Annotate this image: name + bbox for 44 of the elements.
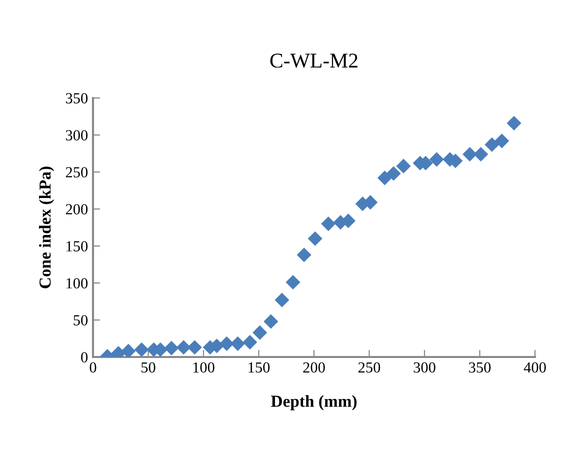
point [274, 292, 290, 308]
y-tick-label: 350 [66, 93, 88, 104]
point [121, 344, 136, 357]
x-axis-title: Depth (mm) [271, 395, 357, 410]
y-axis-title: Cone index (kPa) [38, 166, 54, 288]
y-tick-label: 150 [66, 241, 88, 252]
point [296, 248, 312, 262]
point [429, 152, 444, 167]
chart-title: C-WL-M2 [270, 54, 358, 68]
point [474, 146, 488, 162]
y-tick-label: 300 [66, 130, 88, 140]
point [396, 158, 411, 174]
x-tick-label: 0 [90, 362, 96, 373]
point [462, 146, 478, 162]
y-tick-label: 0 [81, 352, 88, 362]
point [134, 342, 149, 357]
point [176, 340, 191, 355]
x-tick-label: 400 [524, 362, 546, 373]
point [252, 325, 268, 340]
point [308, 231, 322, 246]
x-tick-label: 150 [248, 362, 270, 373]
y-tick-label: 100 [66, 278, 88, 288]
point [219, 336, 234, 351]
point [164, 340, 179, 356]
point [506, 116, 522, 130]
x-tick-label: 100 [193, 362, 214, 373]
y-tick-label: 250 [66, 167, 88, 178]
x-tick-label: 350 [469, 362, 491, 373]
point [377, 170, 392, 186]
y-tick-label: 200 [66, 204, 88, 214]
x-tick-label: 200 [303, 362, 325, 373]
point [230, 336, 246, 351]
x-tick-label: 300 [414, 362, 436, 373]
point [386, 166, 401, 181]
point [286, 274, 300, 290]
point [484, 137, 500, 152]
point [321, 216, 336, 232]
x-tick-label: 250 [358, 362, 380, 373]
point [187, 340, 202, 355]
y-tick-label: 50 [74, 315, 88, 326]
point [242, 334, 258, 350]
point [494, 134, 510, 148]
point [264, 314, 278, 329]
x-tick-label: 50 [142, 362, 156, 373]
